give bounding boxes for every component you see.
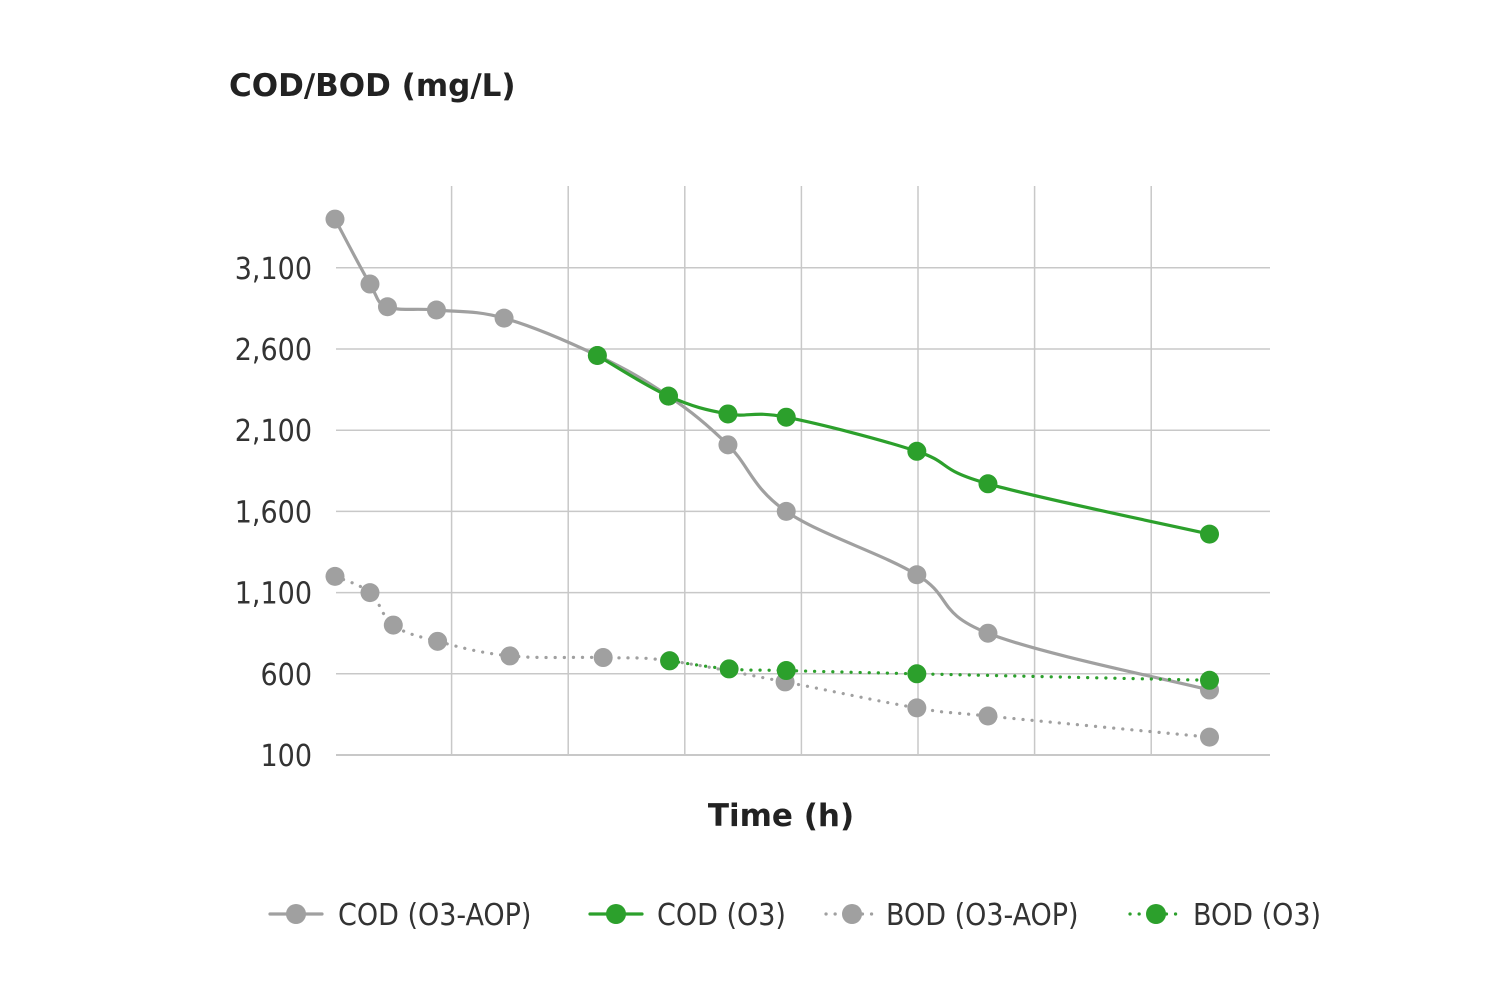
series-point-2-5 <box>593 648 613 668</box>
legend-swatch-marker <box>286 904 306 924</box>
series-point-2-4 <box>500 646 520 666</box>
series-point-1-4 <box>907 441 927 461</box>
series-point-0-2 <box>377 297 397 317</box>
series-line-0 <box>333 217 1212 692</box>
series-point-0-1 <box>360 274 380 294</box>
series-point-1-1 <box>658 386 678 406</box>
legend-label: BOD (O3-AOP) <box>886 898 1079 933</box>
y-tick-label: 100 <box>260 739 312 774</box>
series-point-2-9 <box>978 706 998 726</box>
series-point-2-8 <box>907 698 927 718</box>
series-point-2-1 <box>360 583 380 603</box>
y-tick-label: 600 <box>260 658 312 693</box>
legend-label: BOD (O3) <box>1193 898 1321 933</box>
legend: COD (O3-AOP) COD (O3) BOD (O3-AOP) BOD (O3) <box>268 898 1321 933</box>
y-tick-label: 1,600 <box>235 495 312 530</box>
legend-label: COD (O3-AOP) <box>338 898 531 933</box>
legend-swatch-marker <box>1146 904 1166 924</box>
plot-series <box>325 209 1219 747</box>
series-point-0-0 <box>325 209 345 229</box>
y-tick-label: 3,100 <box>235 252 312 287</box>
legend-swatch-marker <box>842 904 862 924</box>
series-line-1 <box>595 353 1212 536</box>
chart-title: COD/BOD (mg/L) <box>229 68 516 104</box>
y-tick-label: 2,100 <box>235 414 312 449</box>
series-point-3-2 <box>776 661 796 681</box>
series-point-1-5 <box>978 474 998 494</box>
y-tick-label: 1,100 <box>235 577 312 612</box>
series-point-1-3 <box>776 407 796 427</box>
series-point-0-10 <box>978 623 998 643</box>
y-axis-ticks: 100 600 1,100 1,600 2,100 2,600 3,100 <box>235 252 312 774</box>
series-point-0-8 <box>776 501 796 521</box>
series-point-3-3 <box>907 664 927 684</box>
series-point-0-3 <box>426 300 446 320</box>
series-point-1-6 <box>1200 524 1219 544</box>
series-point-3-4 <box>1200 670 1219 690</box>
series-point-0-9 <box>907 565 927 585</box>
y-tick-label: 2,600 <box>235 333 312 368</box>
series-line-2 <box>333 574 1212 739</box>
series-point-3-0 <box>660 651 680 671</box>
legend-swatch-marker <box>606 904 626 924</box>
series-point-1-0 <box>587 345 607 365</box>
x-axis-label: Time (h) <box>708 798 854 834</box>
series-point-2-2 <box>383 615 403 635</box>
series-point-3-1 <box>719 659 739 679</box>
series-point-2-0 <box>325 566 345 586</box>
series-point-0-4 <box>494 308 514 328</box>
series-point-0-7 <box>718 435 738 455</box>
gridlines <box>336 186 1270 756</box>
legend-label: COD (O3) <box>657 898 786 933</box>
series-point-2-3 <box>428 631 448 651</box>
series-point-2-10 <box>1200 727 1219 747</box>
series-point-1-2 <box>718 404 738 424</box>
